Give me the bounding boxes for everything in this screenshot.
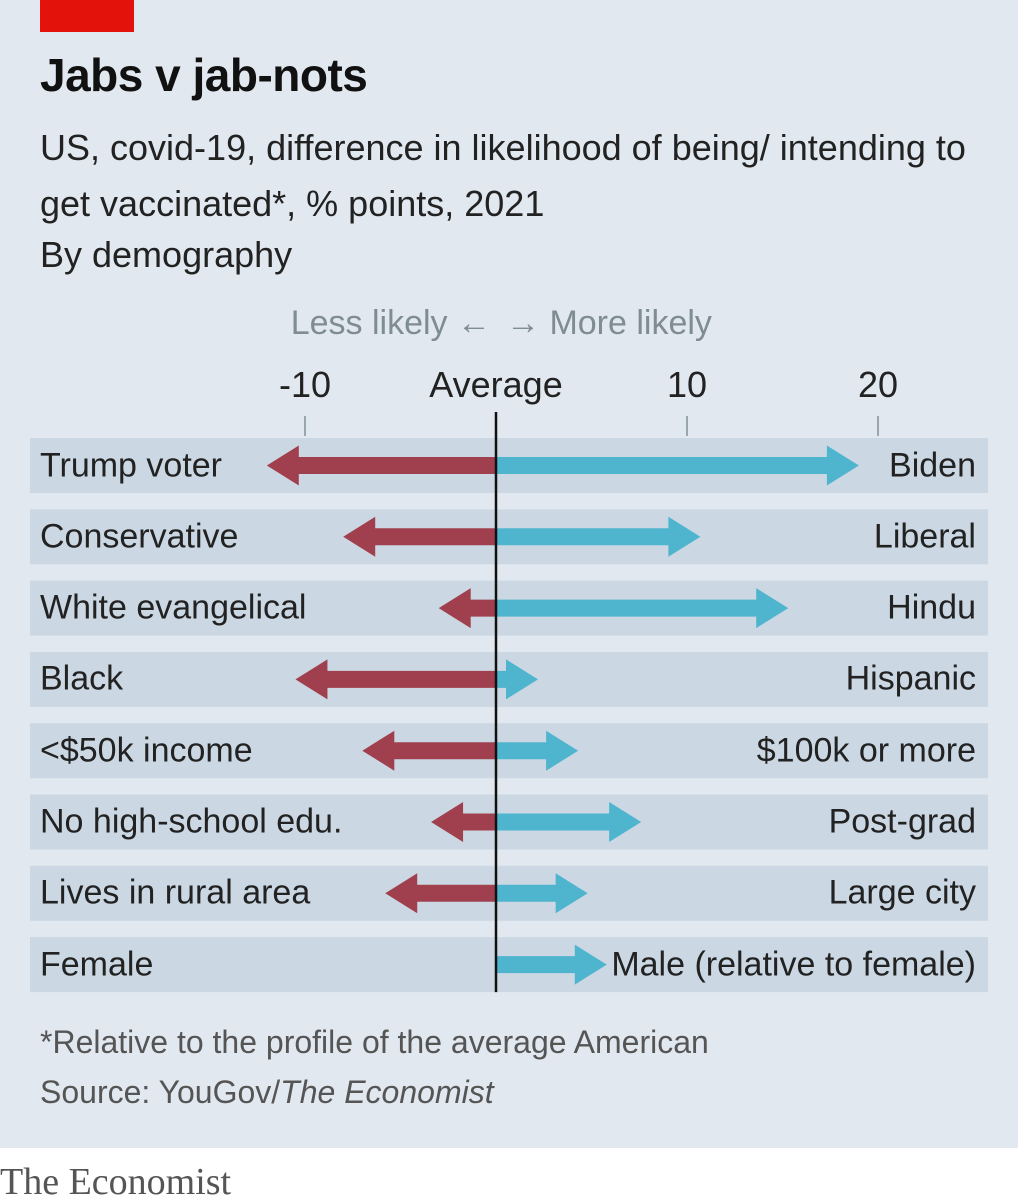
- x-tick-label: 10: [666, 364, 708, 405]
- negative-arrow: [295, 659, 496, 700]
- source-prefix: Source: YouGov/: [40, 1074, 281, 1110]
- positive-arrow: [496, 659, 539, 700]
- positive-arrow: [496, 588, 789, 629]
- direction-more-label: More likely: [549, 304, 712, 342]
- direction-less-label: Less likely: [290, 304, 448, 342]
- row-label-right: Hindu: [887, 588, 976, 627]
- chart-title: Jabs v jab-nots: [40, 49, 368, 101]
- arrow-right-icon: →: [506, 304, 540, 342]
- negative-arrow: [343, 516, 496, 557]
- row-label-left: White evangelical: [40, 588, 307, 627]
- direction-more: → More likely: [506, 304, 712, 343]
- source-publication: The Economist: [280, 1074, 494, 1110]
- row-label-right: Post-grad: [828, 802, 976, 841]
- row-label-right: Large city: [828, 873, 976, 912]
- positive-arrow: [496, 516, 701, 557]
- row-label-right: $100k or more: [756, 731, 976, 770]
- row-label-right: Male (relative to female): [611, 945, 976, 984]
- negative-arrow: [438, 588, 496, 629]
- row-label-left: Lives in rural area: [40, 873, 311, 912]
- row-label-left: No high-school edu.: [40, 802, 343, 841]
- positive-arrow: [496, 730, 579, 771]
- brand-tag: [40, 0, 134, 32]
- negative-arrow: [385, 873, 496, 914]
- positive-arrow: [496, 873, 588, 914]
- negative-arrow: [362, 730, 496, 771]
- row-label-left: Black: [40, 659, 124, 698]
- row-label-left: Female: [40, 945, 154, 984]
- arrow-left-icon: ←: [457, 304, 491, 342]
- x-tick-label: -10: [278, 364, 332, 405]
- x-tick-label: Average: [429, 364, 563, 405]
- negative-arrow: [266, 445, 496, 486]
- chart-subtitle: US, covid-19, difference in likelihood o…: [40, 127, 966, 224]
- negative-arrow: [431, 802, 496, 842]
- row-label-left: Trump voter: [40, 446, 223, 484]
- row-label-right: Hispanic: [845, 659, 976, 698]
- row-label-right: Biden: [889, 446, 976, 484]
- source-line: Source: YouGov/The Economist: [40, 1074, 494, 1111]
- positive-arrow: [496, 944, 607, 985]
- x-tick-label: 20: [857, 364, 899, 405]
- positive-arrow: [496, 802, 642, 842]
- footnote: *Relative to the profile of the average …: [40, 1024, 709, 1060]
- direction-less: Less likely ←: [291, 304, 491, 343]
- row-label-right: Liberal: [873, 517, 976, 556]
- economist-logo: The Economist: [0, 1161, 232, 1203]
- chart-plot: [30, 412, 988, 993]
- row-label-left: Conservative: [40, 517, 239, 556]
- chart-subtitle-secondary: By demography: [40, 234, 293, 275]
- row-label-left: <$50k income: [40, 731, 253, 770]
- positive-arrow: [496, 445, 859, 486]
